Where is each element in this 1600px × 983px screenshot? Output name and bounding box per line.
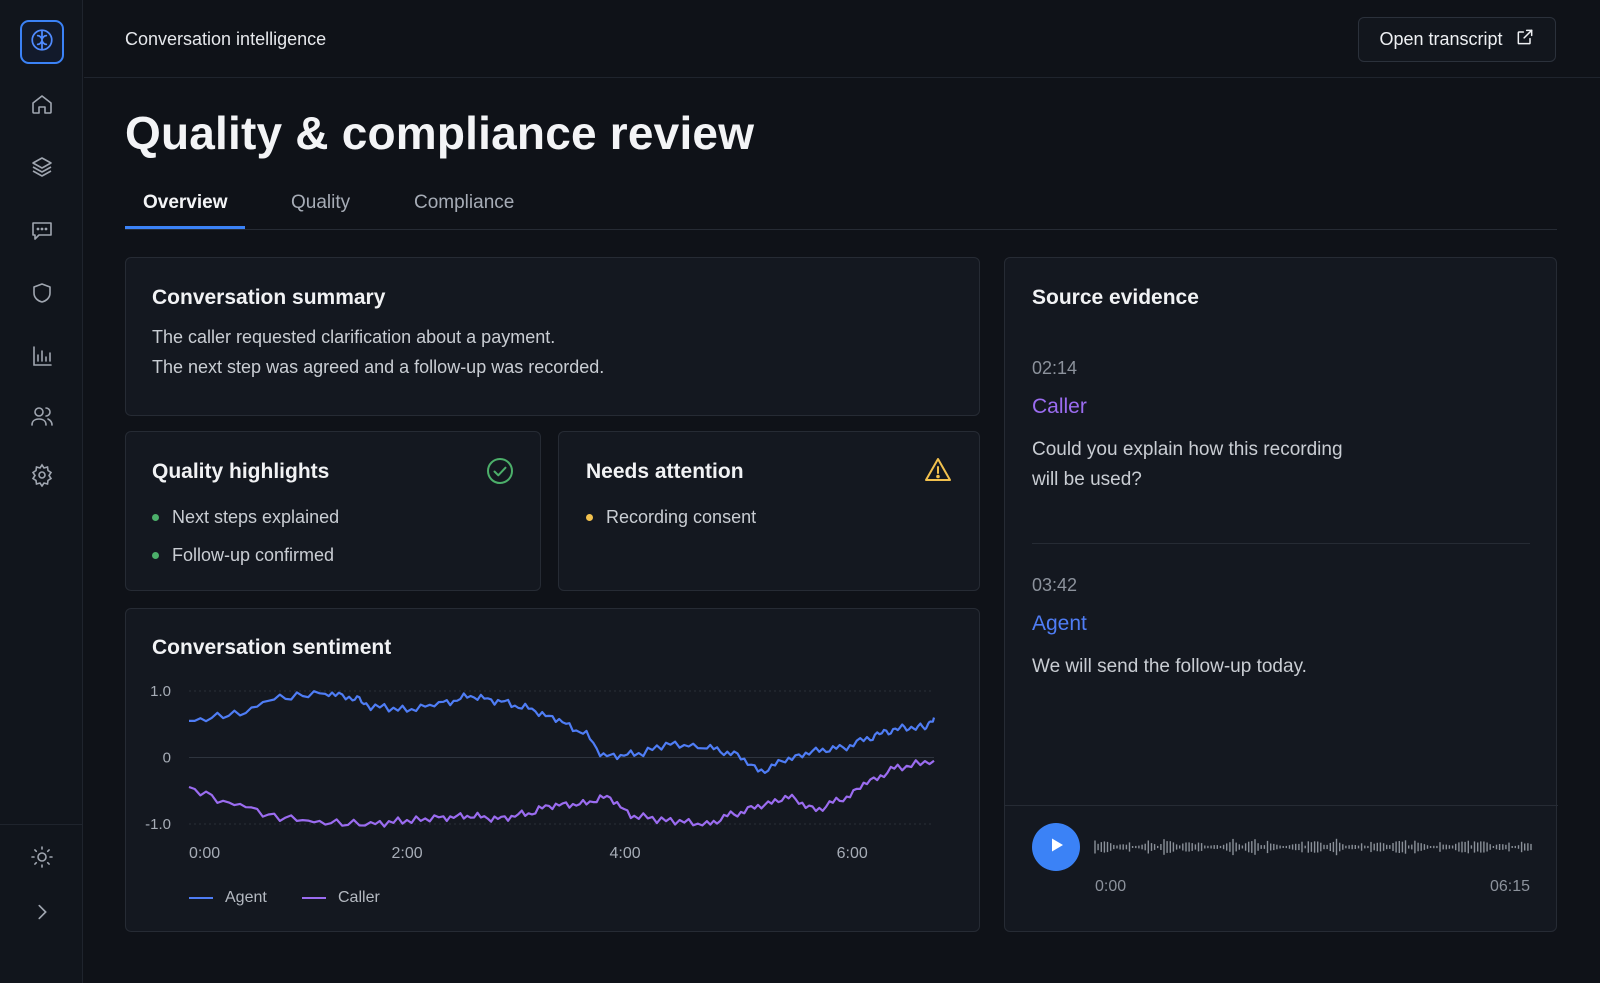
- chevron-right-icon: [31, 901, 53, 928]
- player-duration: 06:15: [1489, 878, 1530, 895]
- sidebar-item-home[interactable]: [26, 90, 58, 122]
- evidence-timestamp[interactable]: 02:14: [1032, 358, 1078, 378]
- player-divider: [1005, 805, 1558, 806]
- conversation-sentiment-card: Conversation sentiment 1.0 0 -1.0 0:00 2:00 4…: [125, 608, 980, 932]
- check-circle-icon: [485, 456, 515, 486]
- tab-bar: Overview Quality Compliance: [125, 186, 1557, 230]
- users-icon: [30, 404, 54, 433]
- x-tick-label: 6:00: [837, 845, 868, 862]
- legend-label: Agent: [225, 889, 267, 906]
- evidence-quote-line: We will send the follow-up today.: [1032, 656, 1307, 677]
- needs-attention-card: Needs attention Recording consent: [558, 431, 980, 591]
- y-tick-label: 1.0: [150, 683, 171, 700]
- list-item: Follow-up confirmed: [152, 545, 334, 566]
- tab-overview[interactable]: Overview: [143, 192, 228, 213]
- legend-swatch-agent: [189, 897, 213, 899]
- summary-line: The next step was agreed and a follow-up…: [152, 357, 605, 377]
- evidence-speaker: Caller: [1032, 395, 1087, 418]
- card-title: Quality highlights: [152, 460, 330, 483]
- tab-quality[interactable]: Quality: [291, 192, 351, 213]
- sidebar-divider: [0, 824, 83, 825]
- series-line-agent: [189, 690, 936, 774]
- legend-agent: Agent: [189, 889, 267, 907]
- y-tick-label: 0: [163, 750, 171, 767]
- breadcrumb: Conversation intelligence: [125, 29, 327, 49]
- gear-icon: [30, 463, 54, 492]
- sidebar-item-compliance[interactable]: [26, 279, 58, 311]
- expand-sidebar-button[interactable]: [26, 898, 58, 930]
- sidebar-item-analytics[interactable]: [26, 342, 58, 374]
- yellow-bullet: [586, 514, 593, 521]
- play-icon: [1046, 835, 1066, 860]
- card-title: Source evidence: [1032, 286, 1199, 309]
- tab-compliance[interactable]: Compliance: [414, 192, 515, 213]
- active-tab-indicator: [125, 226, 245, 229]
- play-button[interactable]: [1032, 823, 1080, 871]
- card-title: Needs attention: [586, 460, 744, 483]
- shield-icon: [30, 281, 54, 310]
- card-title: Conversation sentiment: [152, 636, 392, 659]
- layers-icon: [30, 155, 54, 184]
- sidebar-item-conversations[interactable]: [26, 216, 58, 248]
- green-bullet: [152, 552, 159, 559]
- open-transcript-button[interactable]: Open transcript: [1358, 17, 1556, 62]
- x-tick-label: 0:00: [189, 845, 220, 862]
- list-item-label: Recording consent: [606, 507, 757, 527]
- evidence-speaker: Agent: [1032, 612, 1087, 635]
- green-bullet: [152, 514, 159, 521]
- conversation-summary-card: Conversation summary The caller requeste…: [125, 257, 980, 416]
- x-tick-label: 2:00: [391, 845, 422, 862]
- summary-line: The caller requested clarification about…: [152, 327, 556, 347]
- legend-label: Caller: [338, 889, 380, 906]
- external-link-icon: [1515, 27, 1535, 52]
- sidebar-item-users[interactable]: [26, 402, 58, 434]
- chat-icon: [30, 218, 54, 247]
- evidence-quote-line: Could you explain how this recording: [1032, 439, 1343, 460]
- evidence-quote-line: will be used?: [1032, 469, 1142, 490]
- sentiment-chart: 1.0 0 -1.0 0:00 2:00 4:00 6:00: [145, 683, 936, 862]
- list-item: Recording consent: [586, 507, 756, 528]
- top-header: Conversation intelligence Open transcrip…: [84, 0, 1600, 78]
- sidebar-item-layers[interactable]: [26, 153, 58, 185]
- legend-caller: Caller: [302, 889, 380, 907]
- y-tick-label: -1.0: [145, 816, 171, 833]
- evidence-divider: [1032, 543, 1530, 544]
- evidence-timestamp[interactable]: 03:42: [1032, 575, 1078, 595]
- sun-icon: [30, 845, 54, 874]
- audio-waveform-scrubber[interactable]: [1094, 827, 1532, 867]
- series-line-caller: [188, 759, 935, 828]
- legend-swatch-caller: [302, 897, 326, 899]
- bar-chart-icon: [30, 344, 54, 373]
- list-item-label: Next steps explained: [172, 507, 340, 527]
- x-tick-label: 4:00: [610, 845, 641, 862]
- quality-highlights-card: Quality highlights Next steps explained …: [125, 431, 541, 591]
- brain-icon: [29, 27, 55, 58]
- open-transcript-label: Open transcript: [1379, 29, 1503, 49]
- player-current-time: 0:00: [1095, 878, 1127, 895]
- card-title: Conversation summary: [152, 286, 386, 309]
- sidebar-item-settings[interactable]: [26, 461, 58, 493]
- list-item-label: Follow-up confirmed: [172, 545, 335, 565]
- app-logo[interactable]: [20, 20, 64, 64]
- source-evidence-card: Source evidence 02:14 Caller Could you e…: [1004, 257, 1558, 932]
- list-item: Next steps explained: [152, 507, 339, 528]
- theme-toggle-button[interactable]: [26, 843, 58, 875]
- warning-icon: [923, 455, 953, 485]
- sidebar: [0, 0, 83, 983]
- home-icon: [30, 92, 54, 121]
- page-title: Quality & compliance review: [125, 107, 755, 159]
